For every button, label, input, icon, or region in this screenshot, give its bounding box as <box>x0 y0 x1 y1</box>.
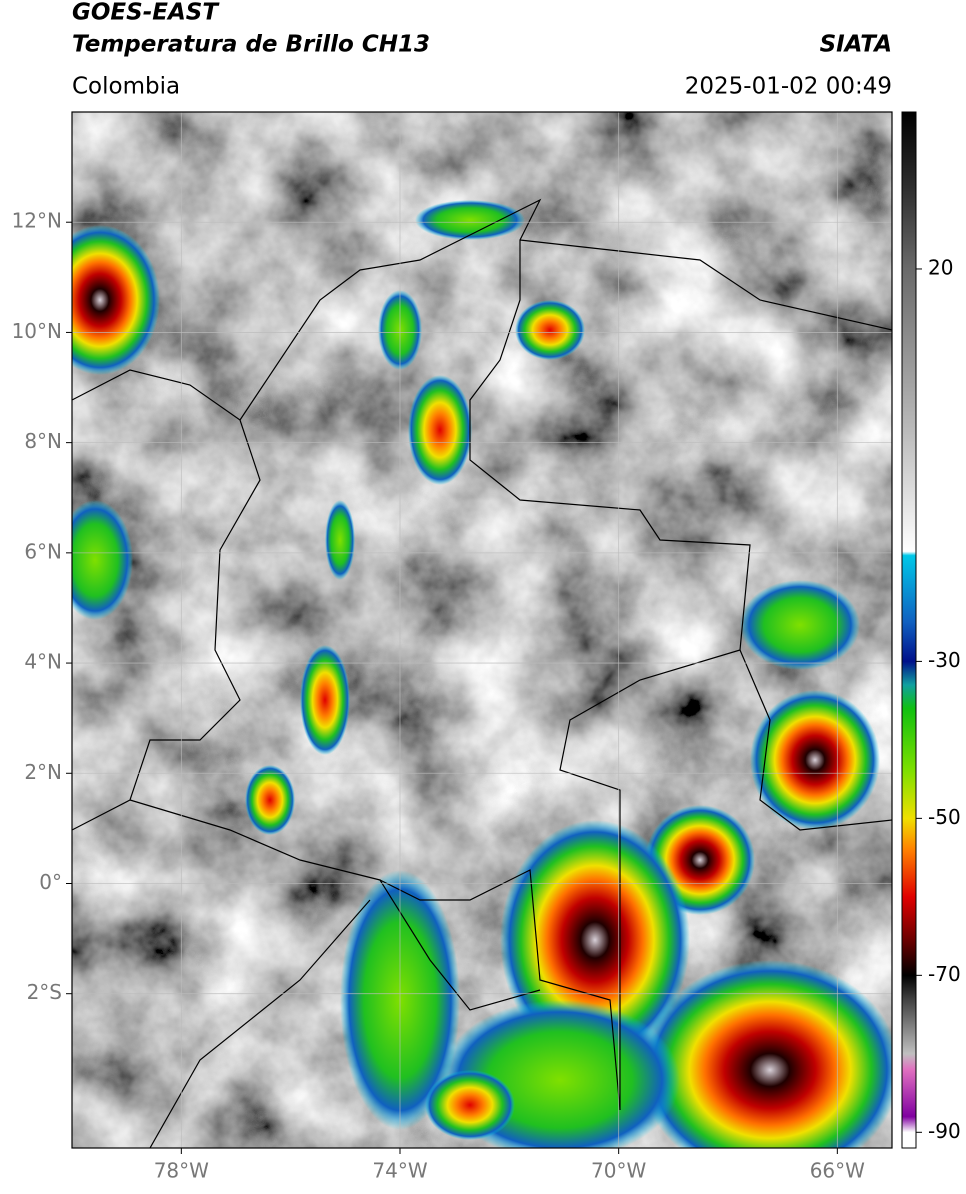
title: GOES-EAST <box>72 0 220 26</box>
x-tick-label: 74°W <box>372 1159 427 1183</box>
convective-cell <box>325 500 355 580</box>
y-tick-label: 2°N <box>24 760 62 784</box>
datetime: 2025-01-02 00:49 <box>685 74 892 100</box>
region: Colombia <box>72 74 180 100</box>
x-tick-label: 66°W <box>810 1159 865 1183</box>
y-tick-label: 0° <box>39 870 62 894</box>
convective-cell <box>245 765 295 835</box>
borders <box>72 198 892 1148</box>
x-tick-label: 70°W <box>591 1159 646 1183</box>
y-tick-label: 12°N <box>12 209 62 233</box>
y-tick-label: 6°N <box>24 539 62 563</box>
colorbar-ticks: 20 -30 -50 -70 -90 <box>916 255 961 1143</box>
y-tick-label: 10°N <box>12 319 62 343</box>
y-tick-label: 4°N <box>24 650 62 674</box>
source: SIATA <box>820 32 892 58</box>
convective-cell <box>750 690 880 830</box>
convective-cell <box>640 960 892 1148</box>
colorbar-tick-label: -30 <box>928 648 961 672</box>
y-tick-label: 8°N <box>24 429 62 453</box>
graticule <box>72 112 892 1148</box>
colorbar <box>901 111 917 1149</box>
convective-cell <box>500 820 690 1060</box>
satellite-image <box>72 112 892 1148</box>
colorbar-tick-label: 20 <box>928 255 953 279</box>
convective-cell <box>408 375 472 485</box>
colorbar-tick-label: -50 <box>928 805 961 829</box>
map-frame <box>71 111 893 1149</box>
colorbar-tick-label: -70 <box>928 962 961 986</box>
convective-cell <box>425 1070 515 1140</box>
convective-cell <box>72 500 133 620</box>
convective-cell <box>515 300 585 360</box>
convective-cell <box>740 580 860 670</box>
y-tick-label: 2°S <box>27 980 62 1004</box>
colorbar-tick-label: -90 <box>928 1119 961 1143</box>
convective-cell <box>300 645 350 755</box>
x-tick-label: 78°W <box>154 1159 209 1183</box>
subtitle: Temperatura de Brillo CH13 <box>72 32 430 58</box>
convective-cell <box>72 225 160 375</box>
convective-cell <box>415 200 525 240</box>
